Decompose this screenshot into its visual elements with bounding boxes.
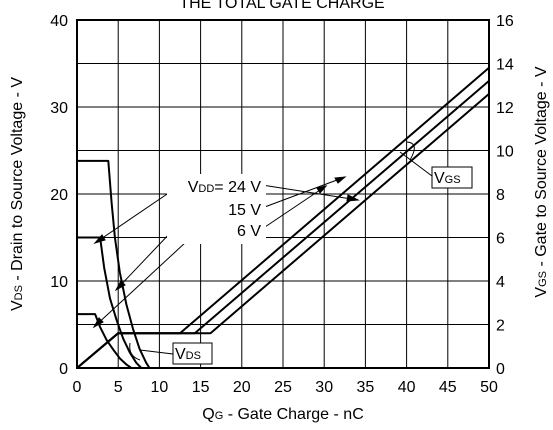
y-left-tick-label: 30 [50,100,68,117]
y-right-tick-label: 2 [496,318,505,335]
x-tick-label: 40 [398,379,416,396]
plot-frame [76,19,490,369]
y-right-tick-label: 14 [496,57,514,74]
x-tick-label: 0 [73,379,82,396]
chart-title-fragment: THE TOTAL GATE CHARGE [179,0,384,12]
vdd-24v-label: VDD= 24 V [188,179,262,196]
y-right-tick-label: 8 [496,187,505,204]
x-axis-label: QG - Gate Charge - nC [202,406,364,423]
curves [76,67,490,369]
grid-lines [76,19,490,369]
x-tick-label: 25 [274,379,292,396]
x-tick-label: 35 [357,379,375,396]
x-tick-label: 20 [233,379,251,396]
y-left-tick-labels: 0 10 20 30 40 [50,13,68,378]
y-right-tick-labels: 0 2 4 6 8 10 12 14 16 [496,13,514,378]
callout-line-vgs [399,151,433,177]
y-left-axis-label: VDS - Drain to Source Voltage - V [9,77,26,311]
arrowhead-6v [92,317,104,329]
callout-line-vds [139,349,174,355]
callout-line-6v [93,229,200,328]
y-right-tick-label: 4 [496,274,505,291]
vgs-bundle-arc [406,141,415,161]
arrowhead-6v-vgs [316,185,328,194]
callout-line-24v [94,187,177,244]
callout-line-15v-vgs [261,176,346,209]
vgs-label-box [431,166,473,189]
x-tick-labels: 0 5 10 15 20 25 30 35 40 45 50 [73,379,498,396]
arrowhead-24v-vgs [346,194,360,202]
arrowhead-15v [114,280,126,292]
arrowhead-15v-vgs [334,176,347,184]
y-right-tick-label: 6 [496,231,505,248]
x-tick-label: 15 [192,379,210,396]
y-left-tick-label: 20 [50,187,68,204]
arrowhead-24v [93,234,106,244]
x-tick-label: 5 [114,379,123,396]
vds-label: VDS [175,346,201,363]
y-right-axis-label: VGS - Gate to Source Voltage - V [533,66,550,297]
x-tick-label: 10 [151,379,169,396]
vdd-label-box [167,174,266,244]
y-right-tick-label: 12 [496,100,514,117]
y-right-tick-label: 10 [496,144,514,161]
y-right-tick-label: 16 [496,13,514,30]
x-tick-label: 50 [480,379,498,396]
x-tick-label: 45 [439,379,457,396]
curve-left-1 [77,236,143,369]
y-left-tick-label: 10 [50,274,68,291]
vds-label-box [172,342,213,365]
curve-left-2 [77,313,132,369]
vdd-15v-label: 15 V [228,202,261,219]
curve-left-0 [77,159,151,369]
y-left-tick-label: 40 [50,13,68,30]
vgs-label: VGS [434,170,461,187]
x-tick-label: 30 [315,379,333,396]
vds-bundle-arc [129,342,141,361]
callout-line-24v-vgs [261,184,359,201]
y-right-tick-label: 0 [496,361,505,378]
callout-line-6v-vgs [261,185,327,230]
vdd-6v-label: 6 V [237,223,261,240]
y-left-tick-label: 0 [59,361,68,378]
curve-right-5 [76,93,490,369]
